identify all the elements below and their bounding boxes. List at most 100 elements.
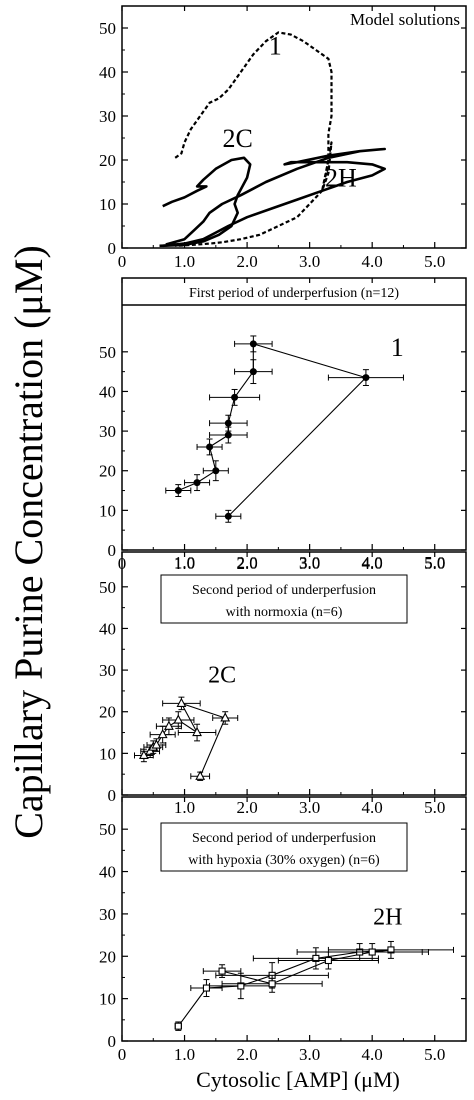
y-tick-label: 40 [99, 382, 116, 401]
data-point [312, 954, 320, 962]
y-tick-label: 50 [99, 578, 116, 597]
y-tick-label: 0 [108, 786, 117, 805]
data-point [220, 712, 231, 722]
x-tick-label-top: 3.0 [299, 798, 320, 817]
data-point [224, 431, 232, 439]
data-point [224, 419, 232, 427]
data-point [249, 340, 257, 348]
data-point [231, 393, 239, 401]
y-tick-label: 40 [99, 863, 116, 882]
data-point [206, 443, 214, 451]
x-tick-label: 5.0 [424, 554, 445, 573]
series-line-1 [174, 31, 333, 247]
y-tick-label: 30 [99, 107, 116, 126]
y-tick-label: 50 [99, 343, 116, 362]
panel-second-normoxia: 1.0 2.0 3.0 4.0 5.0 0 10 20 30 40 50 Second period … [99, 551, 467, 805]
x-tick-label: 2.0 [236, 554, 257, 573]
data-point [224, 512, 232, 520]
x-tick-label: 5.0 [424, 553, 445, 572]
series-line-2H [162, 147, 387, 248]
y-tick-label: 20 [99, 703, 116, 722]
data-point [195, 770, 206, 780]
x-tick-label: 1.0 [174, 252, 195, 271]
series-annotation: 2H [325, 163, 357, 192]
y-tick-label: 40 [99, 63, 116, 82]
data-point [176, 697, 187, 707]
x-tick-label: 0 [118, 1045, 127, 1064]
panel-title-line: with normoxia (n=6) [226, 605, 343, 620]
y-tick-label: 0 [108, 239, 117, 258]
y-tick-label: 0 [108, 1032, 117, 1051]
data-point [368, 948, 376, 956]
x-tick-label: 2.0 [236, 1045, 257, 1064]
panel-title-box [160, 574, 408, 624]
y-tick-label: 20 [99, 151, 116, 170]
x-tick-label: 4.0 [362, 252, 383, 271]
data-point [218, 967, 226, 975]
y-tick-label: 0 [108, 541, 117, 560]
panel-model: 0 1.0 2.0 3.0 4.0 5.0 0 10 20 30 40 50 Model solutio… [99, 5, 467, 271]
y-tick-label: 20 [99, 947, 116, 966]
x-tick-label-top: 4.0 [362, 798, 383, 817]
y-tick-label: 30 [99, 905, 116, 924]
x-tick-label: 4.0 [362, 554, 383, 573]
panel-title-line: with hypoxia (30% oxygen) (n=6) [188, 853, 380, 868]
x-tick-label: 1.0 [174, 553, 195, 572]
x-tick-label: 3.0 [299, 1045, 320, 1064]
panel-title-line: Second period of underperfusion [192, 831, 376, 846]
x-tick-label: 3.0 [299, 252, 320, 271]
y-tick-label: 10 [99, 744, 116, 763]
data-point [157, 728, 168, 739]
panel-frame [121, 796, 467, 1042]
y-tick-label: 50 [99, 19, 116, 38]
data-point [174, 1022, 182, 1030]
y-tick-label: 50 [99, 820, 116, 839]
x-tick-label: 5.0 [424, 252, 445, 271]
x-tick-label: 4.0 [362, 1045, 383, 1064]
series-line-2C [159, 156, 252, 248]
data-point [192, 726, 202, 737]
panel-frame [121, 551, 467, 796]
y-tick-label: 20 [99, 462, 116, 481]
panel-title-line: Second period of underperfusion [192, 583, 376, 598]
panel-title: First period of underperfusion (n=12) [189, 286, 399, 301]
shared-y-axis-label: Capillary Purine Concentration (μM) [6, 245, 51, 839]
panel-frame [121, 5, 467, 249]
series-annotation: 1 [391, 333, 404, 362]
panel-title-box [160, 822, 408, 872]
data-point [202, 984, 210, 992]
data-point [268, 980, 276, 988]
data-point [362, 374, 370, 382]
data-point [324, 956, 332, 965]
x-tick-label: 1.0 [174, 1045, 195, 1064]
x-tick-label: 2.0 [236, 252, 257, 271]
x-tick-label: 2.0 [236, 553, 257, 572]
y-tick-label: 30 [99, 661, 116, 680]
panel-second-hypoxia: 0 1.0 2.0 3.0 4.0 5.0 1.0 2.0 3.0 4.0 5.0 0 10 20 30 40… [99, 796, 467, 1064]
x-tick-label: 3.0 [299, 553, 320, 572]
data-point [163, 720, 174, 730]
x-tick-label: 5.0 [424, 1045, 445, 1064]
y-tick-label: 30 [99, 422, 116, 441]
x-tick-label: 4.0 [362, 553, 383, 572]
series-annotation: 2C [223, 124, 253, 153]
x-tick-label-top: 1.0 [174, 798, 195, 817]
data-point [193, 479, 201, 487]
x-tick-label: 1.0 [174, 554, 195, 573]
panel-frame [121, 277, 467, 551]
x-tick-label-top: 5.0 [424, 798, 445, 817]
y-tick-label: 10 [99, 990, 116, 1009]
series-annotation: 2C [208, 663, 236, 689]
data-point [249, 368, 257, 376]
data-point [212, 467, 220, 475]
data-point [151, 739, 162, 749]
series-annotation: 1 [269, 31, 282, 60]
y-tick-label: 40 [99, 619, 116, 638]
y-tick-label: 10 [99, 195, 116, 214]
shared-x-axis-label: Cytosolic [AMP] (μM) [196, 1067, 400, 1092]
y-tick-label: 10 [99, 501, 116, 520]
panel-title: Model solutions [350, 10, 460, 29]
data-point [387, 946, 395, 954]
x-tick-label: 0 [118, 252, 127, 271]
